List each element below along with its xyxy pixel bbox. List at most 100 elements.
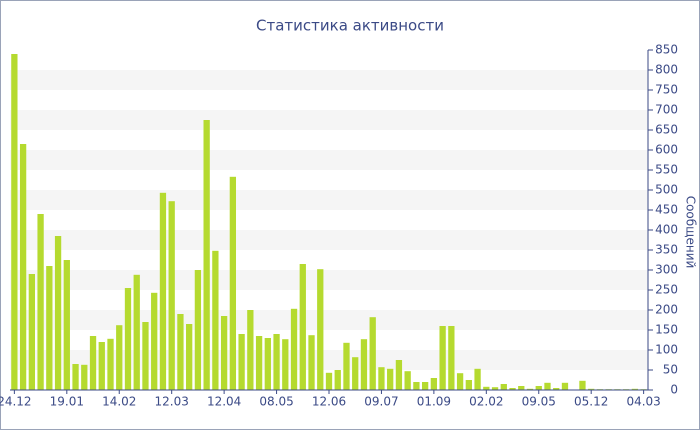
bar (448, 326, 455, 390)
bar (290, 308, 298, 390)
bar (465, 380, 472, 390)
bar (81, 364, 88, 390)
x-tick-label: 02.02 (469, 395, 503, 409)
bar (518, 386, 525, 390)
bar (28, 274, 35, 390)
bar (483, 386, 490, 390)
y-tick-label: 550 (655, 163, 678, 177)
bar (561, 382, 569, 390)
x-tick-label: 12.04 (207, 395, 241, 409)
bar (308, 335, 315, 390)
bar (553, 388, 560, 390)
bar (133, 274, 140, 390)
bar (439, 326, 446, 390)
x-tick-label: 05.12 (574, 395, 608, 409)
bar (526, 388, 534, 390)
bar (474, 368, 481, 390)
bar (404, 371, 411, 390)
y-tick-label: 600 (655, 143, 678, 157)
x-tick-label: 19.01 (50, 395, 84, 409)
bar (229, 176, 237, 390)
bar (544, 382, 551, 390)
grid-band (10, 190, 648, 210)
bar (369, 317, 376, 390)
y-tick-label: 300 (655, 263, 678, 277)
bar (72, 364, 79, 390)
y-tick-label: 450 (655, 203, 678, 217)
bar (282, 339, 289, 390)
bar (631, 388, 639, 390)
grid-band (10, 150, 648, 170)
bar (142, 322, 149, 390)
bar (19, 144, 27, 390)
x-tick-label: 24.12 (0, 395, 32, 409)
chart-title: Статистика активности (256, 17, 444, 35)
x-tick-label: 09.05 (522, 395, 556, 409)
bar (98, 342, 105, 390)
y-tick-label: 400 (655, 223, 678, 237)
bar (509, 388, 516, 390)
grid-band (10, 270, 648, 290)
bar (378, 367, 385, 390)
bar (317, 269, 324, 390)
y-tick-label: 800 (655, 63, 678, 77)
bar (588, 388, 595, 390)
y-tick-label: 250 (655, 283, 678, 297)
bar (107, 338, 114, 390)
y-tick-label: 350 (655, 243, 678, 257)
bar (334, 370, 341, 390)
y-axis-label: Сообщений (684, 196, 698, 269)
bar (264, 338, 271, 390)
grid-band (10, 230, 648, 250)
bar (247, 310, 254, 390)
x-tick-label: 08.05 (259, 395, 293, 409)
x-tick-label: 14.02 (102, 395, 136, 409)
y-tick-label: 150 (655, 323, 678, 337)
bar (159, 192, 167, 390)
bar (37, 214, 44, 390)
y-tick-label: 0 (670, 383, 678, 397)
bar (491, 387, 499, 390)
y-tick-label: 700 (655, 103, 678, 117)
bar (413, 382, 420, 390)
y-tick-label: 650 (655, 123, 678, 137)
bar (325, 372, 333, 390)
bar (421, 382, 429, 390)
y-tick-label: 200 (655, 303, 678, 317)
y-tick-label: 100 (655, 343, 678, 357)
bar (46, 266, 53, 390)
x-tick-label: 12.06 (312, 395, 346, 409)
x-tick-label: 09.07 (364, 395, 398, 409)
bar (168, 201, 175, 390)
bar (203, 120, 210, 390)
bar (456, 373, 464, 390)
grid-band (10, 110, 648, 130)
grid-band (10, 70, 648, 90)
bar (63, 260, 70, 390)
bar (116, 325, 123, 390)
grid-band (10, 350, 648, 370)
bar (186, 324, 193, 390)
bar (395, 360, 403, 390)
bar (11, 54, 18, 390)
bar (343, 342, 350, 390)
bar (124, 288, 132, 390)
bar (500, 384, 507, 390)
bar (299, 264, 306, 390)
y-tick-label: 50 (663, 363, 678, 377)
y-tick-label: 850 (655, 43, 678, 57)
grid-band (10, 310, 648, 330)
bar (220, 316, 228, 390)
bar (360, 339, 368, 390)
bar (255, 336, 263, 390)
bar (535, 386, 542, 390)
bar (177, 314, 184, 390)
y-tick-label: 750 (655, 83, 678, 97)
bar (387, 368, 394, 390)
bar (238, 334, 245, 390)
bar (430, 378, 438, 390)
bar (352, 357, 359, 390)
bar (151, 292, 158, 390)
